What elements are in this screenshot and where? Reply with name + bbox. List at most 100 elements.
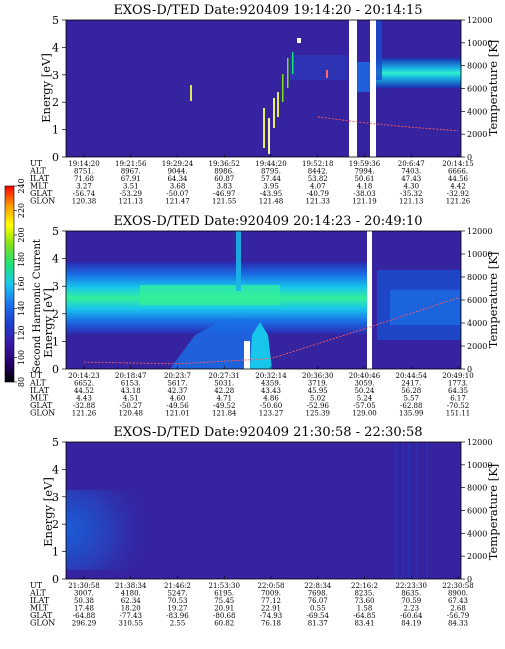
table-cell: 8235. — [354, 590, 374, 598]
table-cell: -64.88 — [73, 612, 95, 620]
table-cell: 8635. — [401, 590, 421, 598]
temperature-tick-label: 6000 — [467, 507, 487, 516]
table-cell: 8967. — [121, 168, 141, 176]
temperature-tick-label: 2000 — [467, 342, 487, 351]
table-cell: 121.01 — [165, 410, 190, 418]
table-cell: 5031. — [214, 380, 234, 388]
table-cell: 19:21:56 — [115, 160, 147, 168]
table-cell: 3.51 — [123, 183, 139, 191]
panel-3: EXOS-D/TED Date:920409 21:30:58 - 22:30:… — [29, 425, 500, 628]
temperature-tick-label: 12000 — [467, 16, 492, 25]
temperature-tick-label: 6000 — [467, 296, 487, 305]
table-cell: -50.27 — [120, 402, 142, 410]
energy-tick-label: 5 — [52, 436, 59, 449]
table-cell: 7009. — [261, 590, 281, 598]
table-cell: 6.17 — [450, 395, 466, 403]
table-row-label: MLT — [30, 604, 49, 613]
table-cell: 5.02 — [310, 395, 326, 403]
panel-1-band-pre — [357, 62, 370, 92]
table-cell: 76.07 — [308, 597, 328, 605]
table-cell: 21:30:58 — [68, 582, 99, 590]
colorbar-tick-label: 220 — [17, 203, 26, 218]
table-cell: -32.88 — [73, 402, 95, 410]
table-cell: 60.82 — [214, 620, 234, 628]
table-cell: 62.34 — [121, 597, 142, 605]
table-cell: 4180. — [121, 590, 141, 598]
colorbar-label: Second Harmonic Current — [32, 239, 43, 373]
table-cell: 20:49:10 — [442, 372, 473, 380]
table-cell: 5247. — [167, 590, 187, 598]
table-cell: 0.55 — [310, 605, 326, 613]
table-cell: 70.53 — [167, 597, 187, 605]
table-cell: 20:18:47 — [115, 372, 146, 380]
table-row-label: UT — [30, 371, 43, 380]
table-cell: -60.64 — [400, 612, 423, 620]
table-cell: 19:14:20 — [68, 160, 99, 168]
temperature-tick-label: 10000 — [467, 250, 492, 259]
table-cell: 151.11 — [446, 410, 471, 418]
table-cell: 4.42 — [450, 183, 466, 191]
energy-tick-label: 0 — [52, 573, 59, 586]
table-cell: 129.00 — [352, 410, 377, 418]
table-cell: 53.82 — [308, 175, 328, 183]
table-cell: 21:46:2 — [164, 582, 191, 590]
table-cell: 64.35 — [448, 387, 468, 395]
table-cell: -57.05 — [353, 402, 375, 410]
table-cell: 43.18 — [121, 387, 141, 395]
table-cell: 6652. — [74, 380, 94, 388]
table-cell: 20:36:30 — [302, 372, 333, 380]
table-cell: 20:27:31 — [209, 372, 240, 380]
table-row-label: GLAT — [30, 611, 53, 620]
table-cell: -53.29 — [120, 190, 142, 198]
table-cell: -50.60 — [260, 402, 282, 410]
table-cell: 73.60 — [354, 597, 374, 605]
table-cell: 42.37 — [167, 387, 187, 395]
table-cell: 20:40:46 — [349, 372, 381, 380]
energy-tick-label: 5 — [52, 14, 59, 27]
table-cell: 5617. — [167, 380, 187, 388]
table-cell: 19:52:18 — [302, 160, 333, 168]
table-cell: -56.74 — [73, 190, 96, 198]
colorbar-tick-label: 100 — [17, 350, 26, 365]
table-cell: 8442. — [308, 168, 328, 176]
table-cell: 44.56 — [448, 175, 469, 183]
table-cell: 22:0:58 — [258, 582, 285, 590]
panel-2-streak — [236, 231, 241, 291]
table-row-label: GLAT — [30, 189, 53, 198]
colorbar-tick-label: 140 — [17, 301, 26, 316]
panel-1-ylabel-left: Energy [eV] — [39, 53, 53, 123]
table-cell: 3059. — [354, 380, 374, 388]
table-cell: 75.45 — [214, 597, 234, 605]
panel-3-glow — [66, 490, 156, 570]
table-cell: 6666. — [448, 168, 468, 176]
colorbar-tick-label: 120 — [17, 325, 26, 340]
colorbar: 80 100 120 140 160 180 200 220 240 Second Harmon… — [4, 178, 43, 387]
panel-2-band-core — [140, 285, 280, 305]
table-row-label: UT — [30, 581, 43, 590]
table-cell: 19:29:24 — [162, 160, 194, 168]
table-cell: 120.48 — [119, 410, 144, 418]
table-cell: 3007. — [74, 590, 94, 598]
table-row-label: GLON — [30, 409, 55, 418]
colorbar-tick-label: 80 — [17, 377, 26, 387]
table-cell: -52.96 — [307, 402, 330, 410]
table-cell: 8900. — [448, 590, 468, 598]
table-cell: 3719. — [308, 380, 328, 388]
panel-3-streaks — [395, 442, 428, 579]
table-row-label: GLON — [30, 197, 55, 206]
table-cell: 8795. — [261, 168, 281, 176]
table-cell: 22:16:2 — [351, 582, 378, 590]
temperature-tick-label: 10000 — [467, 39, 492, 48]
table-cell: 22:8:34 — [304, 582, 332, 590]
table-cell: 47.43 — [401, 175, 421, 183]
table-cell: 3.95 — [263, 183, 279, 191]
panel-2-ylabel-right: Temperature [K] — [486, 252, 500, 349]
energy-tick-label: 0 — [52, 363, 59, 376]
table-cell: 296.29 — [72, 620, 97, 628]
table-cell: 120.38 — [72, 198, 97, 206]
table-cell: 4.71 — [216, 395, 232, 403]
table-cell: -56.79 — [447, 612, 469, 620]
panel-2-lower-bright — [250, 322, 272, 369]
temperature-tick-label: 0 — [467, 153, 472, 162]
table-cell: -83.96 — [166, 612, 189, 620]
